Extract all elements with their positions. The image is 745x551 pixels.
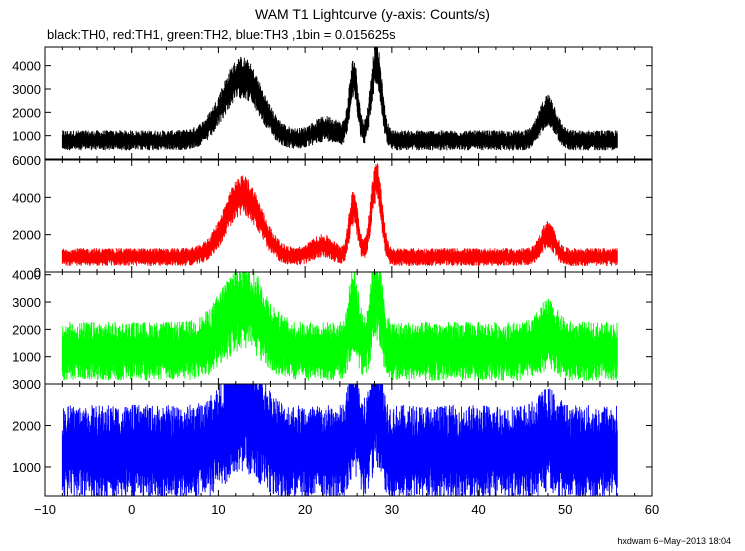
x-tick-label: 40 bbox=[471, 502, 485, 517]
panel-frame bbox=[44, 383, 653, 497]
y-tick-label: 1000 bbox=[12, 460, 41, 475]
y-tick-label: 6000 bbox=[12, 153, 41, 168]
chart-title: WAM T1 Lightcurve (y-axis: Counts/s) bbox=[255, 6, 490, 22]
footer-stamp: hxdwam 6−May−2013 18:04 bbox=[617, 536, 731, 546]
panel-frame bbox=[44, 46, 653, 160]
panel-3: 1000 2000 3000 bbox=[12, 377, 653, 497]
panel-1: 0 2000 4000 6000 bbox=[12, 153, 653, 280]
x-tick-label: 0 bbox=[128, 502, 135, 517]
series-th3 bbox=[61, 384, 618, 496]
y-tick-label: 2000 bbox=[12, 228, 41, 243]
x-tick-label: 60 bbox=[645, 502, 659, 517]
chart-subtitle: black:TH0, red:TH1, green:TH2, blue:TH3 … bbox=[47, 27, 396, 42]
panel-2: 1000 2000 3000 4000 bbox=[12, 268, 653, 385]
x-tick-label: 20 bbox=[298, 502, 312, 517]
panel-0: 1000 2000 3000 4000 bbox=[12, 46, 653, 160]
y-tick-label: 1000 bbox=[12, 350, 41, 365]
y-tick-label: 4000 bbox=[12, 59, 41, 74]
y-tick-label: 2000 bbox=[12, 105, 41, 120]
y-tick-label: 1000 bbox=[12, 129, 41, 144]
x-tick-label: 30 bbox=[385, 502, 399, 517]
series-th0 bbox=[61, 47, 618, 151]
x-tick-label: −10 bbox=[34, 502, 56, 517]
y-tick-label: 0 bbox=[34, 265, 41, 280]
y-tick-label: 3000 bbox=[12, 295, 41, 310]
y-tick-label: 4000 bbox=[12, 268, 41, 283]
y-tick-label: 3000 bbox=[12, 377, 41, 392]
y-tick-label: 2000 bbox=[12, 418, 41, 433]
y-tick-label: 4000 bbox=[12, 190, 41, 205]
x-tick-label: 50 bbox=[558, 502, 572, 517]
series-th1 bbox=[61, 163, 618, 267]
y-tick-label: 2000 bbox=[12, 322, 41, 337]
y-tick-label: 3000 bbox=[12, 82, 41, 97]
x-tick-label: 10 bbox=[211, 502, 225, 517]
series-th2 bbox=[61, 272, 618, 381]
